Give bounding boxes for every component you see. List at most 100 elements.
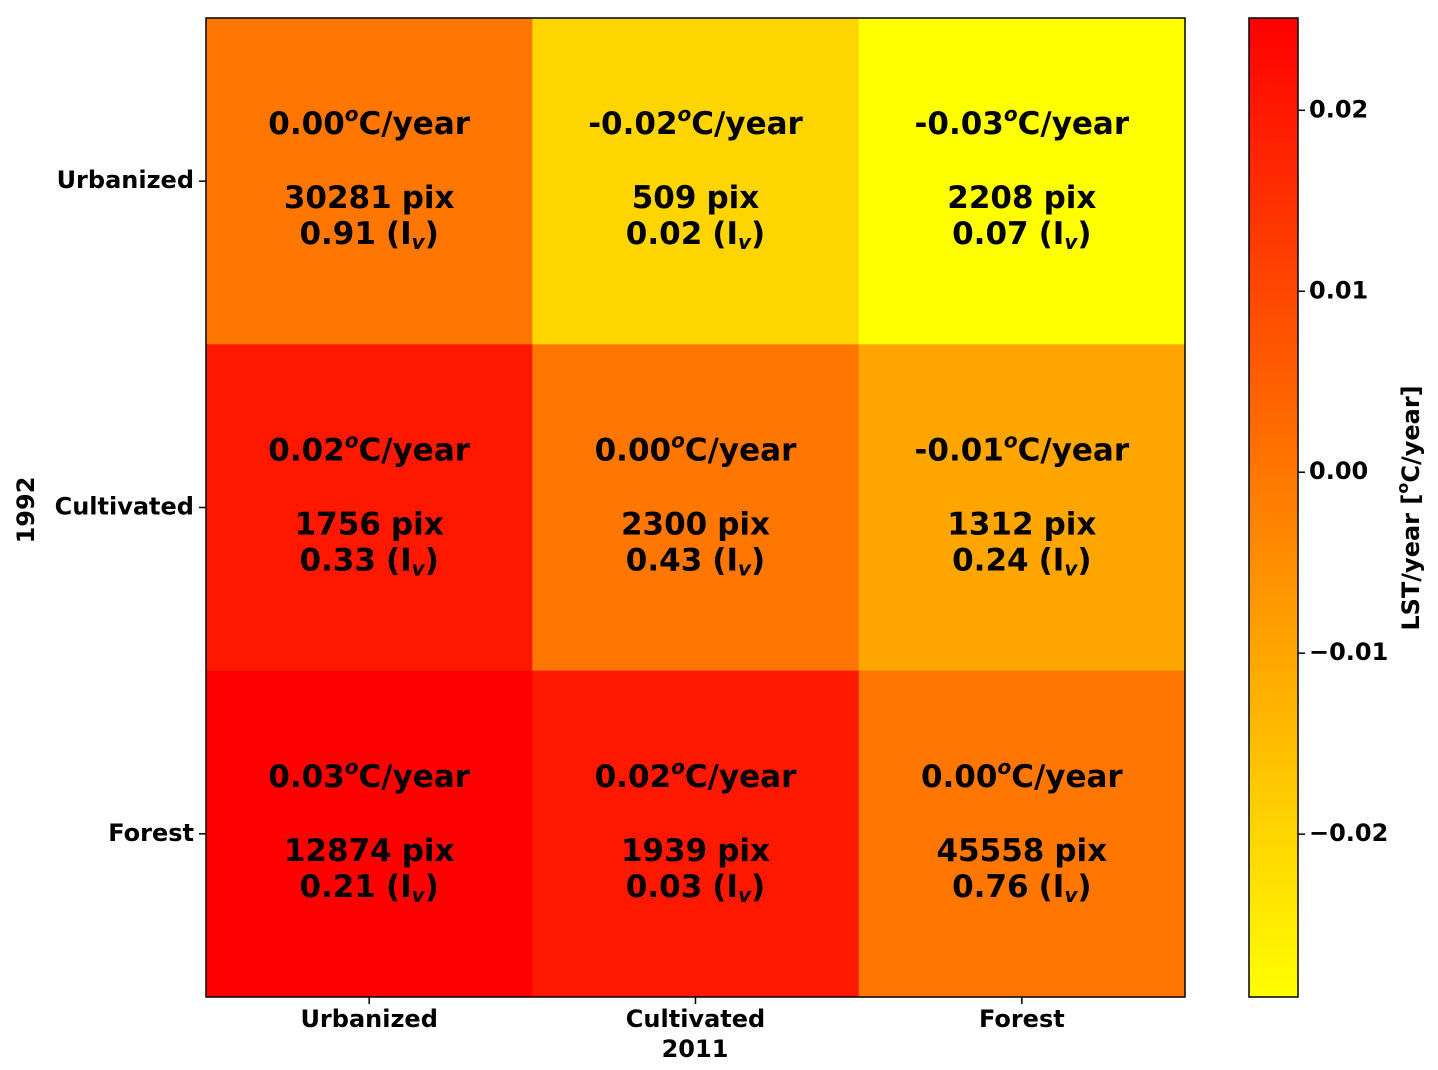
iv-close: ) bbox=[1077, 868, 1091, 904]
colorbar-label: LST/year [oC/year] bbox=[1393, 385, 1426, 630]
pixel-count: 2300 bbox=[621, 506, 707, 542]
pixel-unit: pix bbox=[402, 832, 455, 868]
iv-sub: v bbox=[738, 230, 752, 254]
iv-open: (I bbox=[1039, 216, 1065, 252]
cell-value-label: 0.00oC/year bbox=[268, 102, 470, 142]
cell bbox=[858, 344, 1186, 672]
iv-value: 0.43 bbox=[626, 542, 703, 578]
cell-value: 0.00 bbox=[921, 758, 998, 794]
pixel-count: 1939 bbox=[621, 832, 707, 868]
cell-pixels: 45558 pix bbox=[936, 832, 1107, 868]
cell-unit-sup: o bbox=[345, 428, 359, 452]
pixel-count: 1756 bbox=[295, 506, 381, 542]
iv-open: (I bbox=[712, 868, 738, 904]
cell-pixels: 1939 pix bbox=[621, 832, 770, 868]
cell bbox=[206, 344, 533, 672]
iv-open: (I bbox=[386, 216, 412, 252]
cell-value: 0.02 bbox=[595, 758, 672, 794]
cell-value: -0.01 bbox=[915, 432, 1004, 468]
cell-value-label: 0.00oC/year bbox=[921, 754, 1123, 794]
iv-close: ) bbox=[425, 216, 439, 252]
cell-unit: C/year bbox=[1011, 758, 1123, 794]
colorbar bbox=[1248, 17, 1299, 998]
iv-close: ) bbox=[1077, 542, 1091, 578]
cell-unit-sup: o bbox=[345, 102, 359, 126]
cell-value-label: -0.02oC/year bbox=[588, 102, 803, 142]
pixel-count: 509 bbox=[632, 180, 697, 216]
heatmap bbox=[206, 18, 1186, 998]
iv-sub: v bbox=[1064, 230, 1078, 254]
cell-value: 0.00 bbox=[268, 106, 345, 142]
cell-value: 0.02 bbox=[268, 432, 345, 468]
cell bbox=[206, 670, 533, 998]
pixel-unit: pix bbox=[1054, 832, 1107, 868]
cell-iv: 0.07 (Iv) bbox=[952, 216, 1091, 254]
pixel-unit: pix bbox=[391, 506, 444, 542]
iv-sub: v bbox=[412, 556, 426, 580]
colorbar-label-text: LST/year [ bbox=[1397, 494, 1425, 631]
cell-pixels: 2300 pix bbox=[621, 506, 770, 542]
cell-value: 0.03 bbox=[268, 758, 345, 794]
x-tick-label: Forest bbox=[979, 1005, 1065, 1033]
colorbar-tick-label: 0.01 bbox=[1309, 276, 1368, 304]
cell-iv: 0.43 (Iv) bbox=[626, 542, 765, 580]
cell-value-label: 0.02oC/year bbox=[268, 428, 470, 468]
colorbar-tick-label: −0.02 bbox=[1309, 819, 1388, 847]
pixel-unit: pix bbox=[1044, 180, 1097, 216]
pixel-unit: pix bbox=[1044, 506, 1097, 542]
cell-unit-sup: o bbox=[1004, 428, 1018, 452]
cell bbox=[206, 18, 533, 345]
cell-unit: C/year bbox=[359, 432, 471, 468]
y-tick-label: Urbanized bbox=[57, 166, 194, 194]
iv-value: 0.91 bbox=[299, 216, 376, 252]
cell-unit-sup: o bbox=[671, 754, 685, 778]
cell-value: 0.00 bbox=[595, 432, 672, 468]
cell-unit-sup: o bbox=[671, 428, 685, 452]
iv-value: 0.33 bbox=[299, 542, 376, 578]
iv-sub: v bbox=[1064, 882, 1078, 906]
iv-open: (I bbox=[1039, 542, 1065, 578]
cell-value: -0.03 bbox=[915, 106, 1004, 142]
iv-value: 0.02 bbox=[626, 216, 703, 252]
cell-unit: C/year bbox=[685, 758, 797, 794]
x-tick-label: Cultivated bbox=[626, 1005, 765, 1033]
cell bbox=[532, 670, 860, 998]
cell-pixels: 509 pix bbox=[632, 180, 760, 216]
colorbar-tick-label: −0.01 bbox=[1309, 638, 1388, 666]
cell-iv: 0.76 (Iv) bbox=[952, 868, 1091, 906]
colorbar-tick-label: 0.00 bbox=[1309, 457, 1368, 485]
iv-sub: v bbox=[412, 230, 426, 254]
iv-open: (I bbox=[386, 542, 412, 578]
iv-sub: v bbox=[738, 556, 752, 580]
y-axis-label: 1992 bbox=[12, 477, 40, 544]
cell-unit: C/year bbox=[1018, 106, 1130, 142]
colorbar-label-sup: o bbox=[1393, 483, 1412, 494]
cell-pixels: 1312 pix bbox=[947, 506, 1096, 542]
cell-unit-sup: o bbox=[345, 754, 359, 778]
iv-sub: v bbox=[738, 882, 752, 906]
cell-pixels: 2208 pix bbox=[947, 180, 1096, 216]
cell-iv: 0.91 (Iv) bbox=[299, 216, 438, 254]
cell-iv: 0.33 (Iv) bbox=[299, 542, 438, 580]
cell-iv: 0.02 (Iv) bbox=[626, 216, 765, 254]
cell-unit: C/year bbox=[691, 106, 803, 142]
x-axis-label: 2011 bbox=[662, 1035, 729, 1063]
iv-close: ) bbox=[425, 868, 439, 904]
iv-value: 0.76 bbox=[952, 868, 1029, 904]
iv-value: 0.03 bbox=[626, 868, 703, 904]
cell-unit-sup: o bbox=[678, 102, 692, 126]
cell-value-label: 0.00oC/year bbox=[595, 428, 797, 468]
cell bbox=[858, 670, 1186, 998]
pixel-unit: pix bbox=[717, 832, 770, 868]
cell-pixels: 30281 pix bbox=[284, 180, 455, 216]
iv-open: (I bbox=[386, 868, 412, 904]
cell bbox=[532, 344, 860, 672]
cell bbox=[532, 18, 860, 345]
pixel-count: 45558 bbox=[936, 832, 1044, 868]
iv-close: ) bbox=[751, 216, 765, 252]
iv-open: (I bbox=[712, 542, 738, 578]
pixel-count: 12874 bbox=[284, 832, 392, 868]
pixel-unit: pix bbox=[717, 506, 770, 542]
